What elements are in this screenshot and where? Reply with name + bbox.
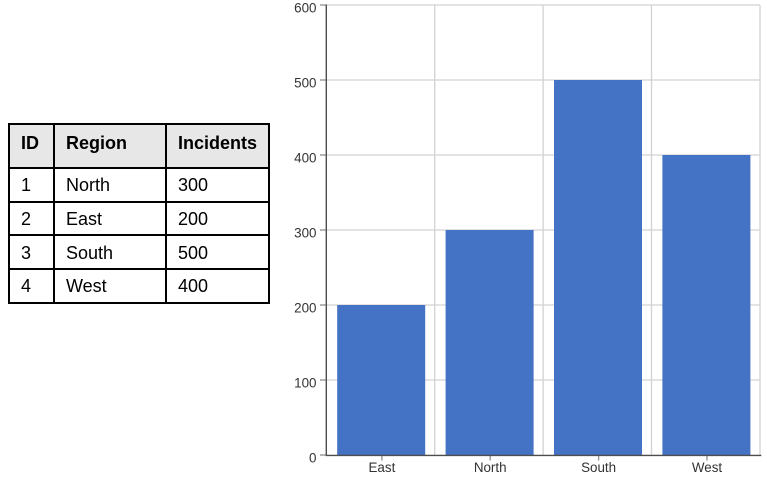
svg-text:North: North bbox=[474, 460, 507, 475]
svg-text:100: 100 bbox=[294, 376, 316, 391]
svg-text:600: 600 bbox=[294, 1, 316, 16]
svg-text:500: 500 bbox=[294, 76, 316, 91]
svg-text:300: 300 bbox=[294, 226, 316, 241]
svg-text:0: 0 bbox=[309, 451, 316, 466]
svg-text:200: 200 bbox=[294, 301, 316, 316]
svg-text:West: West bbox=[692, 460, 723, 475]
svg-text:East: East bbox=[369, 460, 396, 475]
svg-text:400: 400 bbox=[294, 151, 316, 166]
svg-text:South: South bbox=[581, 460, 616, 475]
